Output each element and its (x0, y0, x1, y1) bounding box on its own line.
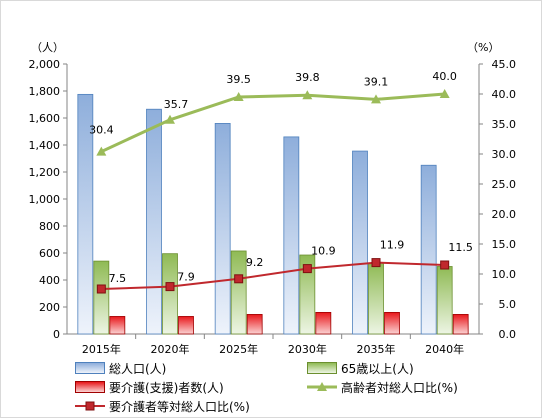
bar-care-needed (384, 311, 400, 335)
bar-65-plus (368, 262, 384, 335)
marker-elderly-ratio (165, 114, 175, 124)
marker-elderly-ratio (302, 90, 313, 100)
marker-care-ratio (234, 274, 244, 284)
bar-total-population (283, 136, 300, 335)
y-left-tick-label: 1,200 (29, 166, 61, 179)
legend-item-65-plus: 65歳以上(人) (307, 360, 414, 376)
marker-elderly-ratio (439, 89, 450, 98)
marker-elderly-ratio (371, 94, 381, 104)
legend-key-blue-bar (75, 362, 105, 374)
legend-item-care-needed: 要介護(支援)者数(人) (75, 379, 224, 395)
y-left-unit-label: （人） (31, 41, 64, 54)
data-label-elderly-ratio: 30.4 (89, 124, 114, 137)
y-left-tick-label: 1,600 (29, 112, 61, 125)
bar-total-population (77, 93, 94, 335)
y-left-tick-label: 0 (53, 328, 60, 341)
marker-care-ratio (371, 258, 381, 268)
y-right-tick-label: 10.0 (492, 268, 517, 281)
legend-item-total-population: 総人口(人) (75, 360, 166, 376)
legend-label-care-ratio: 要介護者等対総人口比(%) (109, 399, 250, 414)
legend-item-elderly-ratio: 高齢者対総人口比(%) (307, 379, 458, 395)
legend-key-green-bar (307, 362, 337, 374)
x-tick-label: 2015年 (82, 342, 121, 356)
legend-label-elderly-ratio: 高齢者対総人口比(%) (341, 380, 458, 395)
data-label-care-ratio: 11.5 (448, 241, 473, 254)
y-right-unit-label: （%） (467, 41, 499, 54)
data-label-care-ratio: 10.9 (311, 245, 336, 258)
legend-key-red-line (75, 400, 105, 412)
bar-care-needed (315, 311, 332, 335)
line-care-ratio (101, 261, 445, 290)
line-elderly-ratio (100, 92, 445, 153)
data-label-care-ratio: 9.2 (246, 256, 264, 269)
data-label-care-ratio: 11.9 (380, 239, 405, 252)
legend-key-green-line (307, 381, 337, 393)
y-left-tick-label: 1,000 (29, 193, 61, 206)
x-tick-label: 2030年 (288, 342, 327, 356)
marker-care-ratio (165, 282, 175, 292)
legend-key-red-bar (75, 381, 105, 393)
bar-total-population (146, 108, 162, 335)
data-label-care-ratio: 7.5 (109, 272, 127, 285)
bar-care-needed (452, 314, 469, 335)
marker-elderly-ratio (96, 146, 107, 156)
y-right-tick-label: 5.0 (499, 298, 517, 311)
y-right-tick-label: 20.0 (492, 208, 517, 221)
bar-total-population (214, 123, 231, 335)
data-label-elderly-ratio: 39.5 (226, 73, 251, 86)
marker-elderly-ratio (233, 92, 244, 101)
x-tick-label: 2035年 (357, 342, 396, 356)
chart-legend: 総人口(人) 65歳以上(人) 要介護(支援)者数(人) 高齢者対総人口比(%) (75, 360, 535, 416)
data-label-elderly-ratio: 39.8 (295, 71, 320, 84)
y-left-tick-label: 400 (39, 274, 60, 287)
data-label-care-ratio: 7.9 (177, 271, 195, 284)
y-right-tick-label: 0.0 (499, 328, 517, 341)
marker-care-ratio (440, 260, 450, 270)
y-left-tick-label: 1,800 (29, 85, 61, 98)
data-label-elderly-ratio: 35.7 (164, 98, 189, 111)
y-right-tick-label: 40.0 (492, 88, 517, 101)
x-tick-label: 2025年 (219, 342, 258, 356)
chart-plot: 0 200 400 600 800 1,000 1,200 1,400 1,600 1,800 2,… (29, 41, 517, 356)
marker-care-ratio (96, 284, 106, 294)
data-label-elderly-ratio: 39.1 (364, 75, 389, 88)
y-right-tick-label: 25.0 (492, 178, 517, 191)
bar-care-needed (109, 316, 126, 335)
y-right-tick-label: 30.0 (492, 148, 517, 161)
y-right-tick-label: 35.0 (492, 118, 517, 131)
bar-65-plus (436, 266, 453, 335)
x-tick-label: 2020年 (151, 342, 190, 356)
bar-65-plus (230, 250, 247, 335)
legend-label-total-population: 総人口(人) (109, 361, 167, 376)
bar-care-needed (246, 314, 263, 335)
bar-65-plus (299, 254, 316, 335)
y-right-tick-label: 45.0 (492, 58, 517, 71)
bar-65-plus (162, 253, 178, 335)
y-left-tick-label: 800 (39, 220, 60, 233)
y-right-tick-label: 15.0 (492, 238, 517, 251)
legend-label-care-needed: 要介護(支援)者数(人) (109, 380, 224, 395)
marker-care-ratio (302, 264, 312, 274)
bar-total-population (352, 150, 368, 335)
y-left-tick-label: 200 (39, 301, 60, 314)
x-tick-label: 2040年 (425, 342, 464, 356)
legend-label-65-plus: 65歳以上(人) (341, 361, 414, 376)
bar-total-population (420, 164, 437, 335)
bar-care-needed (178, 316, 194, 335)
y-left-tick-label: 600 (39, 247, 60, 260)
y-left-tick-label: 2,000 (29, 58, 61, 71)
bar-65-plus (93, 260, 110, 335)
y-left-tick-label: 1,400 (29, 139, 61, 152)
legend-item-care-ratio: 要介護者等対総人口比(%) (75, 398, 250, 414)
data-label-elderly-ratio: 40.0 (432, 70, 457, 83)
